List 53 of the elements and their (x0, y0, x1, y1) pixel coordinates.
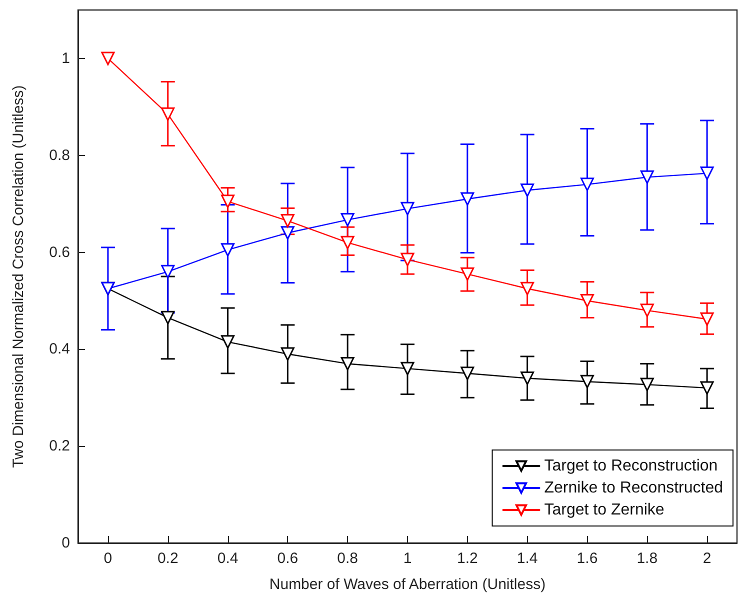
x-tick-label: 1.8 (636, 550, 658, 567)
point (520, 282, 534, 296)
point (580, 178, 594, 192)
point (640, 304, 654, 318)
point (700, 381, 714, 395)
point (340, 213, 354, 227)
point (580, 374, 594, 388)
x-tick-label: 2 (702, 550, 712, 567)
point (340, 356, 354, 370)
y-tick-label: 0 (62, 534, 70, 552)
legend-label: Target to Reconstruction (544, 458, 718, 474)
legend-label: Zernike to Reconstructed (544, 480, 723, 496)
point (520, 184, 534, 197)
y-tick-label: 0.4 (49, 340, 70, 358)
point (221, 335, 235, 349)
y-tick-label: 0.6 (49, 244, 70, 261)
point (700, 312, 714, 326)
point (520, 372, 534, 386)
point (460, 267, 474, 281)
point (280, 226, 294, 240)
point (700, 166, 714, 180)
point (161, 107, 175, 121)
x-tick-label: 0.2 (157, 550, 178, 567)
x-tick-label: 0.6 (277, 550, 298, 567)
point (640, 378, 654, 392)
point (280, 214, 294, 228)
point (400, 252, 414, 266)
point (221, 194, 235, 208)
point (161, 310, 175, 324)
legend-label: Target to Zernike (544, 502, 664, 518)
x-tick-label: 1 (403, 550, 412, 567)
x-tick-label: 1.2 (456, 550, 478, 567)
x-tick-label: 1.6 (576, 550, 598, 567)
point (400, 362, 414, 376)
point (221, 243, 235, 257)
x-tick-label: 0 (104, 550, 112, 567)
x-axis-title: Number of Waves of Aberration (Unitless) (269, 576, 546, 593)
point (340, 236, 354, 250)
point (400, 202, 414, 216)
y-axis-title: Two Dimensional Normalized Cross Correlation (Unitless) (10, 85, 27, 468)
point (161, 264, 175, 278)
point (460, 192, 474, 206)
x-tick-label: 0.4 (217, 550, 238, 567)
point (640, 170, 654, 184)
y-tick-label: 0.2 (49, 438, 70, 455)
y-tick-label: 0.8 (49, 146, 70, 164)
point (280, 347, 294, 361)
x-tick-label: 1.4 (516, 550, 538, 567)
point (580, 294, 594, 308)
point (460, 366, 474, 380)
x-tick-label: 0.8 (337, 550, 358, 567)
point (101, 52, 115, 66)
y-tick-label: 1 (62, 50, 70, 67)
